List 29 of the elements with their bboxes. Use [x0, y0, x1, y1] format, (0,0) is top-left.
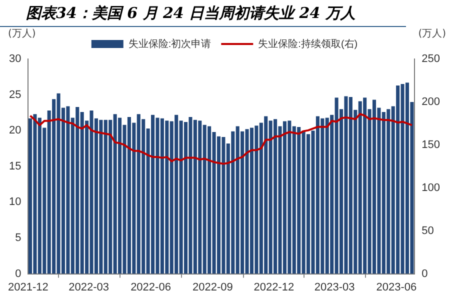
bar	[372, 100, 376, 274]
y2-tick-label: 100	[422, 182, 440, 194]
bar	[405, 82, 410, 274]
y-tick-label: 10	[8, 196, 22, 208]
y-tick-label: 20	[8, 124, 22, 137]
y-tick-label: 5	[15, 232, 22, 244]
x-tick-label: 2023-03	[314, 281, 355, 294]
legend-label: 失业保险:初次申请	[128, 38, 212, 50]
y-tick-label: 15	[8, 160, 22, 172]
y2-tick-label: 200	[422, 96, 440, 108]
y2-tick-label: 150	[422, 138, 440, 151]
y2-tick-label: 250	[422, 53, 440, 66]
bar	[28, 118, 32, 274]
x-tick-label: 2022-12	[254, 281, 294, 294]
x-tick-label: 2022-06	[130, 281, 171, 294]
x-tick-label: 2023-06	[376, 281, 417, 294]
x-tick-label: 2021-12	[8, 281, 48, 294]
y2-tick-label: 50	[422, 224, 434, 237]
y-tick-label: 25	[8, 88, 22, 101]
legend-label: 失业保险:持续领取(右)	[258, 38, 358, 50]
chart-title: 图表34：美国 6 月 24 日当周初请失业 24 万人	[0, 0, 406, 27]
y2-tick-label: 0	[422, 268, 428, 280]
y2-axis-title: (万人)	[418, 28, 446, 40]
y-axis-title: (万人)	[8, 28, 36, 40]
y-tick-label: 0	[15, 268, 22, 280]
bar	[216, 136, 221, 274]
x-tick-label: 2022-09	[192, 281, 233, 294]
y-tick-label: 30	[8, 53, 22, 66]
x-tick-label: 2022-03	[68, 281, 110, 294]
